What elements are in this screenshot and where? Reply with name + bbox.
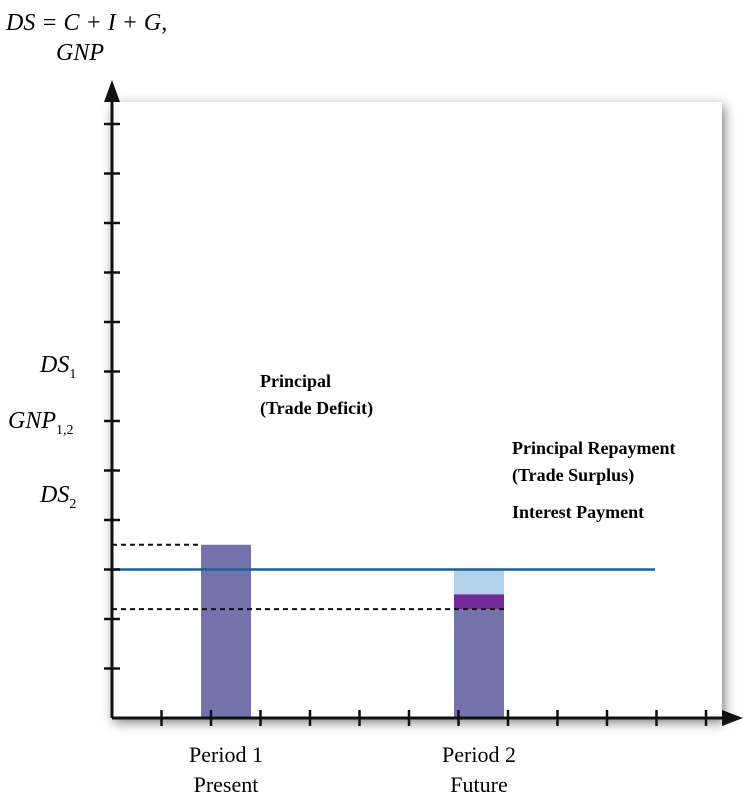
annotation-repayment-line2: (Trade Surplus): [512, 465, 634, 486]
annotation-repayment-line1: Principal Repayment: [512, 438, 676, 458]
x-axis-arrowhead: [722, 710, 743, 726]
category-label-period2-line2: Future: [450, 772, 507, 797]
category-label-period2-line1: Period 2: [442, 742, 516, 767]
bar-1-segment-1: [201, 544, 251, 718]
bar-2-segment-3: [454, 569, 504, 595]
level-label-ds2: DS2: [39, 482, 76, 512]
category-label-period1-line1: Period 1: [189, 742, 263, 767]
annotation-principal-line2: (Trade Deficit): [260, 398, 373, 419]
y-axis-title-line2: GNP: [56, 40, 104, 66]
bar-2-segment-1: [454, 609, 504, 718]
bar-2-segment-2: [454, 594, 504, 610]
annotation-principal-line1: Principal: [260, 371, 331, 391]
y-axis-arrowhead: [104, 80, 120, 102]
level-label-ds1: DS1: [39, 352, 76, 382]
y-axis-title-line1: DS = C + I + G,: [5, 10, 167, 36]
level-label-gnp: GNP1,2: [8, 408, 74, 438]
category-label-period1-line2: Present: [194, 772, 259, 797]
annotation-interest: Interest Payment: [512, 502, 644, 522]
